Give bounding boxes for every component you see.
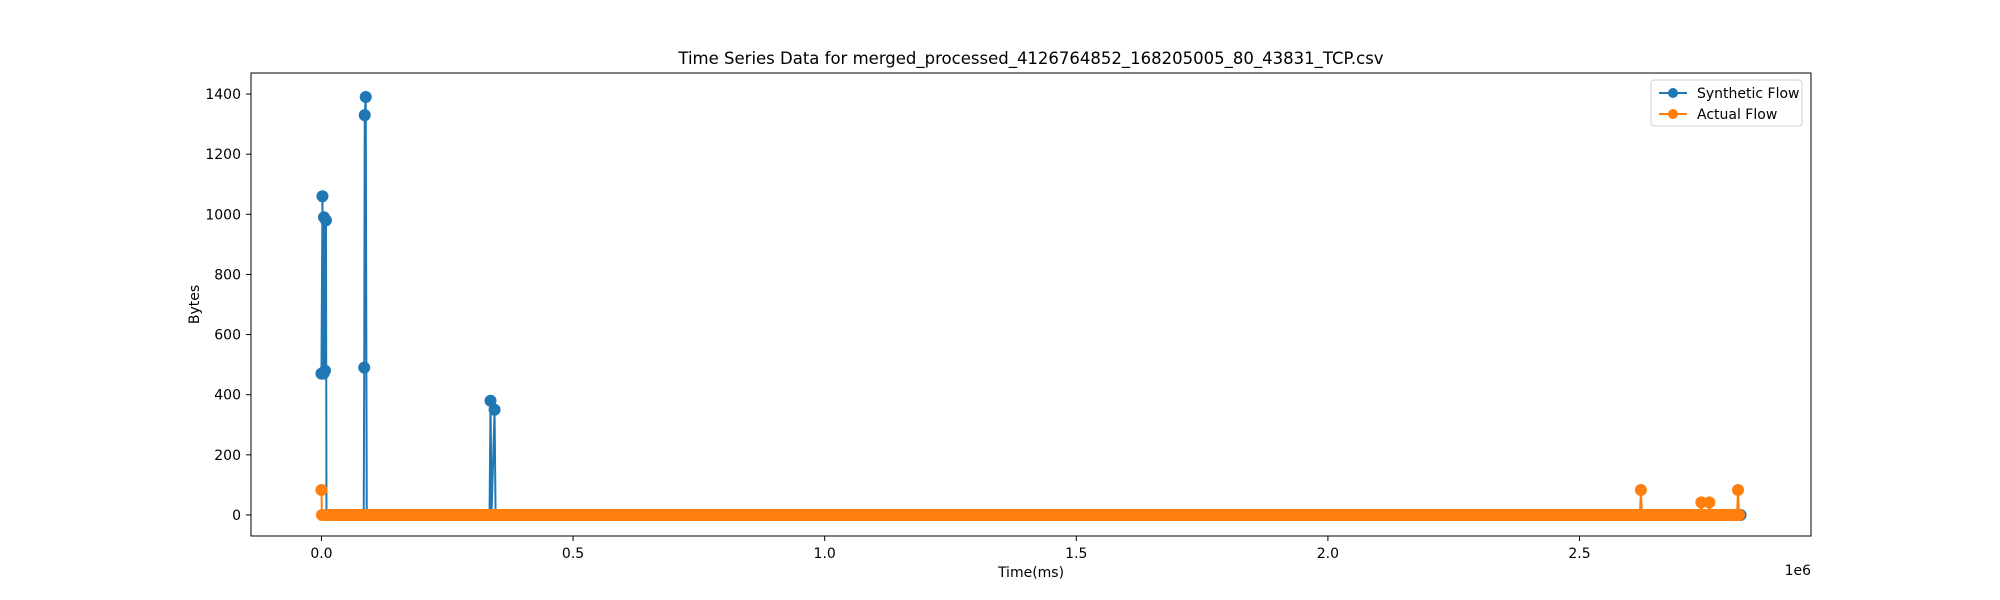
series-line (320, 96, 1741, 516)
legend-marker (1668, 109, 1678, 119)
data-point (484, 394, 497, 407)
x-tick-label: 2.5 (1568, 546, 1590, 562)
x-tick-label: 0.0 (310, 546, 332, 562)
data-point (315, 484, 328, 497)
data-point (316, 190, 329, 203)
plot-frame (250, 72, 1812, 537)
y-tick-label: 0 (232, 508, 241, 524)
y-tick-label: 1400 (205, 87, 241, 103)
y-axis-label: Bytes (187, 285, 203, 324)
y-tick-label: 1200 (205, 147, 241, 163)
data-point (1635, 508, 1648, 521)
x-tick-label: 1.0 (814, 546, 836, 562)
plot-area (315, 91, 1747, 521)
legend-label: Actual Flow (1697, 107, 1777, 123)
data-point (1703, 496, 1716, 509)
x-tick-label: 2.0 (1317, 546, 1339, 562)
data-point (358, 109, 371, 122)
y-tick-label: 800 (214, 267, 241, 283)
series-0 (315, 91, 1747, 521)
data-point (319, 214, 332, 227)
y-tick-label: 400 (214, 388, 241, 404)
legend-marker (1668, 88, 1678, 98)
y-tick-label: 600 (214, 328, 241, 344)
x-tick-label: 0.5 (562, 546, 584, 562)
legend-label: Synthetic Flow (1697, 86, 1800, 102)
legend-item-0: Synthetic Flow (1659, 86, 1800, 102)
legend-box (1650, 79, 1803, 127)
y-tick-label: 1000 (205, 207, 241, 223)
y-tick-label: 200 (214, 448, 241, 464)
data-point (358, 361, 371, 374)
x-axis-label: Time(ms) (997, 565, 1064, 581)
data-point (318, 364, 331, 377)
data-point (359, 91, 372, 104)
series-baseline-markers (321, 508, 1741, 521)
chart-title: Time Series Data for merged_processed_41… (677, 49, 1383, 69)
legend-item-1: Actual Flow (1659, 107, 1777, 123)
data-point (1704, 508, 1717, 521)
series-1 (315, 484, 1746, 521)
data-point (1733, 508, 1746, 521)
data-point (1634, 484, 1647, 497)
legend: Synthetic Flow Actual Flow (1650, 79, 1803, 127)
x-tick-label: 1.5 (1065, 546, 1087, 562)
data-point (1732, 484, 1745, 497)
data-point (315, 508, 328, 521)
x-axis-offset-label: 1e6 (1785, 563, 1812, 579)
data-point (488, 403, 501, 416)
